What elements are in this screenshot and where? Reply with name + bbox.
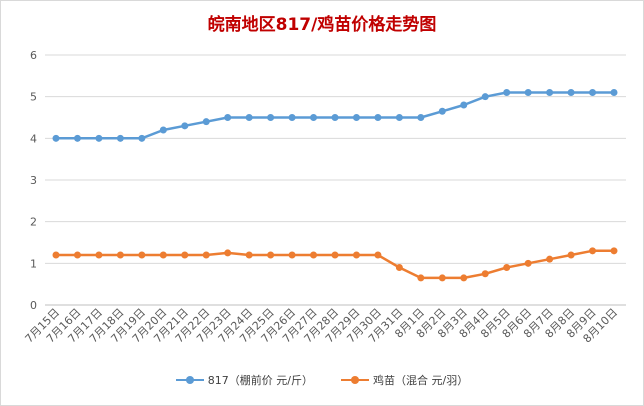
data-point: [245, 114, 253, 121]
data-point: [546, 255, 554, 263]
data-point: [438, 274, 446, 282]
data-point: [73, 134, 81, 142]
legend-swatch: [175, 375, 204, 385]
data-point: [438, 107, 446, 115]
data-point: [374, 114, 382, 121]
data-point: [503, 264, 511, 271]
data-point: [524, 89, 532, 96]
data-point: [352, 251, 360, 259]
data-point: [159, 251, 167, 259]
data-point: [481, 93, 489, 101]
data-point: [524, 259, 532, 267]
data-point: [267, 114, 275, 121]
data-point: [288, 114, 296, 121]
data-point: [310, 251, 318, 259]
series-layer: [52, 89, 618, 282]
data-point: [417, 274, 425, 282]
legend: 817（棚前价 元/斤） 鸡苗（混合 元/羽）: [0, 372, 644, 388]
data-point: [224, 249, 232, 257]
data-point: [610, 89, 618, 96]
data-point: [331, 114, 339, 121]
data-point: [395, 114, 403, 121]
data-point: [52, 134, 60, 142]
data-point: [481, 270, 489, 278]
data-point: [159, 126, 167, 134]
y-tick-label: 4: [30, 132, 37, 145]
y-tick-label: 0: [30, 299, 37, 312]
data-point: [589, 247, 597, 255]
data-point: [138, 251, 146, 259]
data-point: [567, 89, 575, 96]
data-point: [503, 89, 511, 96]
data-point: [95, 134, 103, 142]
data-point: [202, 251, 210, 259]
x-axis: 7月15日7月16日7月17日7月18日7月19日7月20日7月21日7月22日…: [23, 306, 621, 346]
data-point: [395, 264, 403, 271]
y-tick-label: 6: [30, 49, 37, 62]
data-point: [288, 251, 296, 259]
legend-swatch: [341, 375, 369, 385]
data-point: [589, 89, 597, 96]
data-point: [224, 114, 232, 121]
data-point: [331, 251, 339, 259]
data-point: [460, 274, 468, 282]
data-point: [116, 134, 124, 142]
data-point: [181, 122, 189, 130]
chart-title: 皖南地区817/鸡苗价格走势图: [207, 15, 437, 35]
legend-label: 817（棚前价 元/斤）: [207, 374, 313, 387]
data-point: [52, 251, 60, 259]
data-point: [352, 114, 360, 121]
data-point: [73, 251, 81, 259]
y-tick-label: 5: [30, 91, 37, 104]
data-point: [610, 247, 618, 255]
legend-label: 鸡苗（混合 元/羽）: [373, 374, 469, 387]
data-point: [267, 251, 275, 259]
data-point: [116, 251, 124, 259]
data-point: [567, 251, 575, 259]
legend-item-1: 鸡苗（混合 元/羽）: [341, 372, 468, 388]
data-point: [460, 101, 468, 109]
data-point: [310, 114, 318, 121]
data-point: [95, 251, 103, 259]
data-point: [138, 134, 146, 142]
legend-item-0: 817（棚前价 元/斤）: [175, 372, 313, 388]
data-point: [202, 118, 210, 126]
data-point: [245, 251, 253, 259]
y-tick-label: 1: [30, 257, 37, 270]
y-tick-label: 3: [30, 174, 37, 187]
data-point: [417, 114, 425, 121]
data-point: [546, 89, 554, 96]
data-point: [181, 251, 189, 259]
y-axis: 0 1 2 3 4 5 6: [30, 49, 37, 312]
y-tick-label: 2: [30, 216, 37, 229]
data-point: [374, 251, 382, 259]
